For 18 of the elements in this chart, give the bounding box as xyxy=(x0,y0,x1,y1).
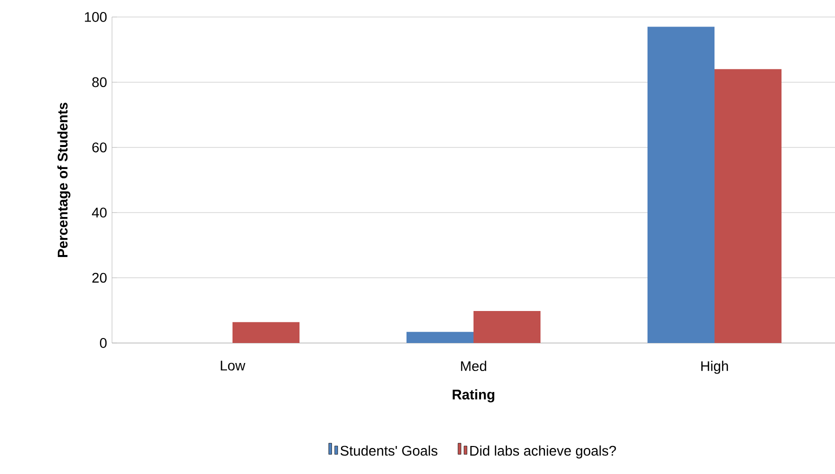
x-tick-label: High xyxy=(701,360,728,374)
y-axis-title: Percentage of Students xyxy=(57,102,70,257)
bar xyxy=(232,322,300,343)
bar xyxy=(714,69,782,343)
bar xyxy=(406,332,474,343)
y-tick-label: 0 xyxy=(100,338,107,348)
legend-label: Students' Goals xyxy=(340,445,438,456)
y-tick-label: 100 xyxy=(84,12,107,22)
y-tick-label: 20 xyxy=(92,272,107,283)
x-tick-label: Low xyxy=(220,360,246,371)
x-tick-label: Med xyxy=(461,360,486,372)
y-tick-label: 40 xyxy=(92,208,107,218)
y-tick-label: 60 xyxy=(92,142,107,152)
legend-label: Did labs achieve goals? xyxy=(470,445,616,458)
y-tick-label: 80 xyxy=(92,77,107,88)
x-axis-title: Rating xyxy=(452,389,494,402)
bar xyxy=(474,311,541,343)
bar xyxy=(648,26,715,343)
